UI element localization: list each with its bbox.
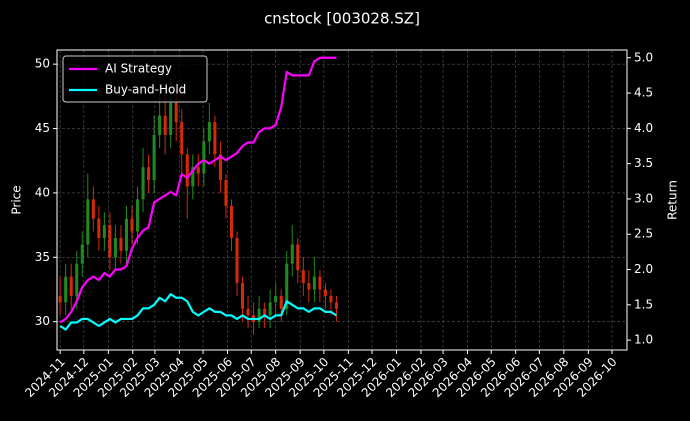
legend-label: AI Strategy [105, 62, 172, 76]
candle-body [158, 115, 162, 135]
candle-body [174, 102, 178, 123]
y-tick-label: 45 [35, 121, 50, 135]
candle-body [185, 154, 189, 187]
candle-body [124, 218, 128, 251]
y2-tick-label: 5.0 [634, 50, 653, 64]
legend-box [62, 55, 208, 103]
y2-tick-label: 2.0 [634, 262, 653, 276]
candle-body [97, 218, 101, 238]
candle-body [147, 167, 151, 181]
candle-body [323, 289, 327, 296]
candle-body [246, 308, 250, 316]
candle-body [75, 263, 79, 296]
candle-body [141, 167, 145, 200]
candle-body [274, 295, 278, 303]
candle-body [312, 276, 316, 290]
y-tick-label: 35 [35, 250, 50, 264]
candle-body [86, 199, 90, 245]
candle-body [334, 302, 338, 309]
candle-body [263, 308, 267, 316]
y-tick-label: 50 [35, 57, 50, 71]
candle-body [113, 237, 117, 258]
candle-body [296, 244, 300, 271]
candle-body [218, 154, 222, 181]
candle-body [80, 244, 84, 264]
y2-tick-label: 1.5 [634, 297, 653, 311]
candle-body [136, 199, 140, 232]
candle-body [196, 167, 200, 174]
candle-body [229, 205, 233, 238]
candle-body [91, 199, 95, 219]
candle-body [169, 102, 173, 135]
candle-body [224, 180, 228, 206]
candle-body [64, 276, 68, 303]
candle-body [213, 122, 217, 155]
y-axis-label: Price [10, 185, 24, 214]
candle-body [307, 283, 311, 290]
candle-body [163, 115, 167, 135]
chart-title: cnstock [003028.SZ] [264, 10, 420, 28]
candle-body [108, 225, 112, 258]
y2-tick-label: 3.5 [634, 156, 653, 170]
candle-body [207, 122, 211, 142]
y2-tick-label: 2.5 [634, 227, 653, 241]
line-series [59, 293, 338, 331]
candle-body [329, 295, 333, 303]
y2-tick-label: 3.0 [634, 191, 653, 205]
candle-body [285, 263, 289, 309]
legend-label: Buy-and-Hold [105, 83, 186, 97]
candle-body [102, 225, 106, 238]
plot-frame [56, 49, 628, 351]
candle-body [180, 122, 184, 155]
y2-axis-label: Return [666, 180, 680, 220]
candle-body [257, 308, 261, 322]
candle-body [152, 134, 156, 181]
candle-body [69, 276, 73, 296]
candle-body [119, 237, 123, 251]
candle-body [318, 276, 322, 290]
candle-body [241, 283, 245, 309]
y2-tick-label: 4.0 [634, 121, 653, 135]
y2-tick-label: 4.5 [634, 86, 653, 100]
line-series [59, 56, 337, 324]
candle-body [58, 295, 62, 303]
candle-body [191, 167, 195, 187]
candle-body [202, 141, 206, 174]
candle-body [130, 218, 134, 232]
y-tick-label: 40 [35, 185, 50, 199]
candle-body [279, 295, 283, 309]
y2-tick-label: 1.0 [634, 333, 653, 347]
candle-body [268, 302, 272, 316]
candle-body [290, 244, 294, 264]
candle-body [301, 270, 305, 284]
y-tick-label: 30 [35, 314, 50, 328]
candle-body [235, 237, 239, 284]
